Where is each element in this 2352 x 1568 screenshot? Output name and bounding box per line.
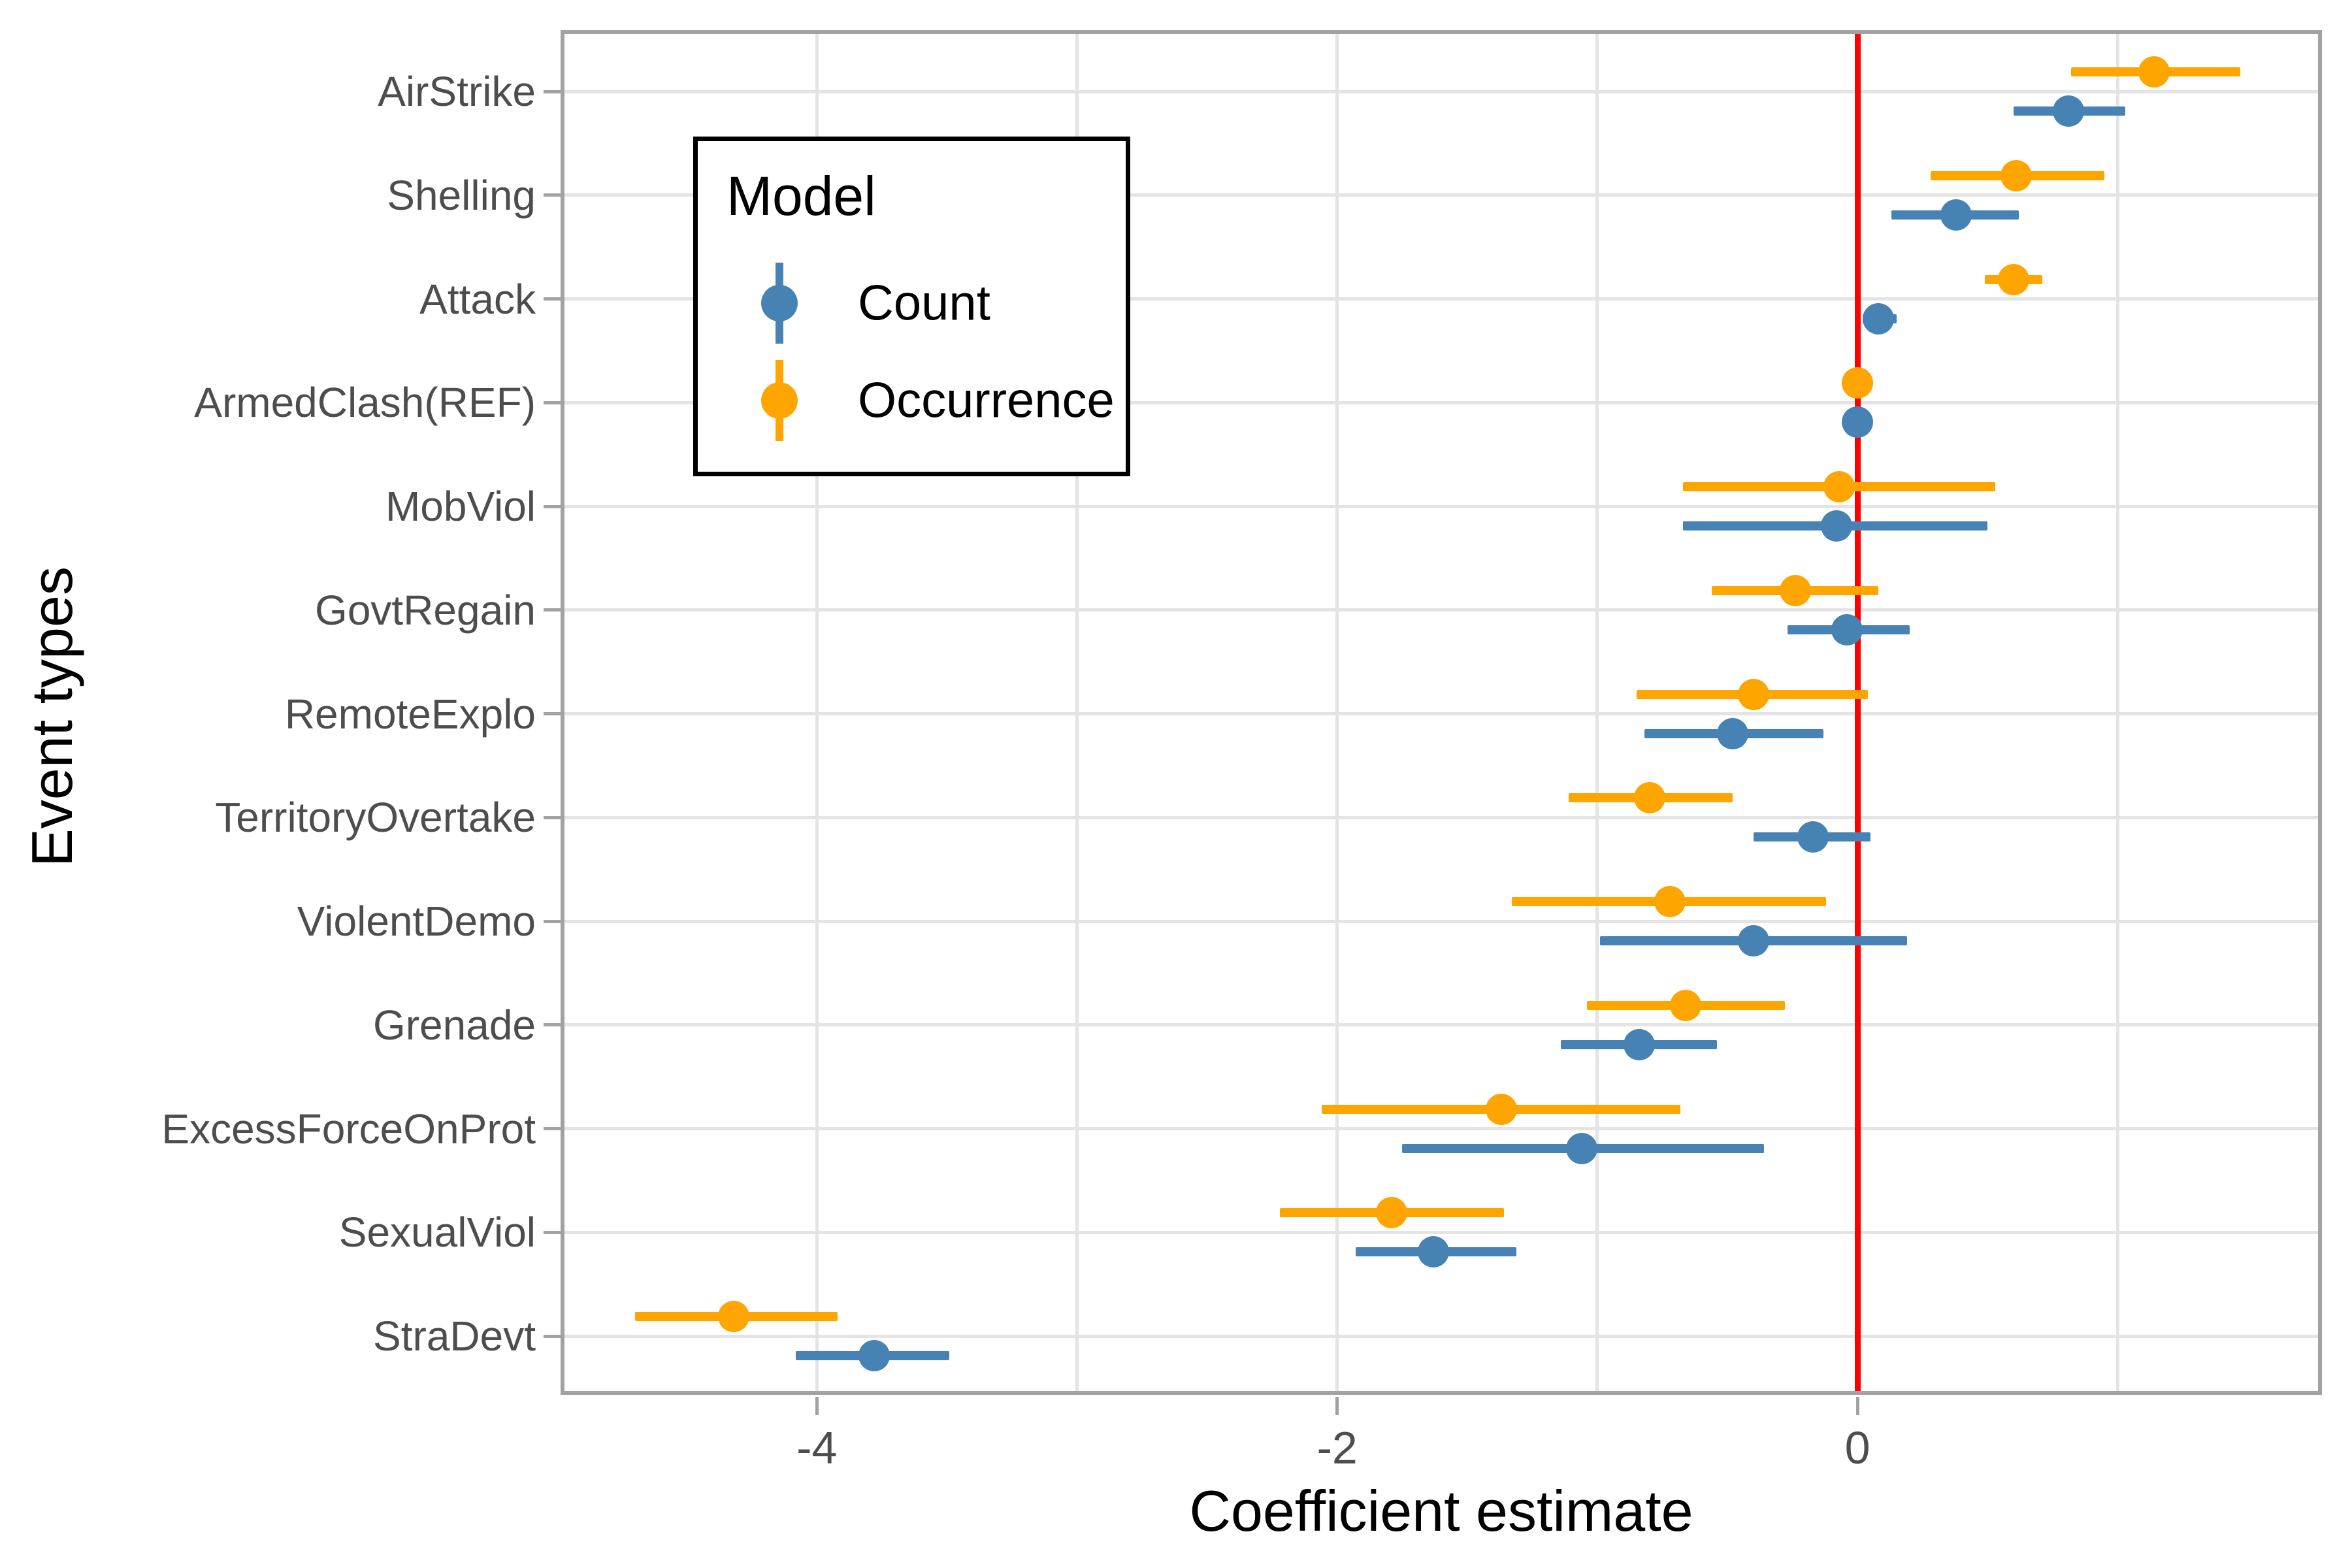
legend-item-count: Count [698,261,1126,346]
point-count-ViolentDemo [1737,925,1769,956]
gridline-y-Attack [564,297,2318,301]
y-label-TerritoryOvertake: TerritoryOvertake [215,794,536,841]
legend-key-dot [761,382,798,419]
legend-key-dot [761,285,798,321]
y-tick-MobViol [544,504,561,508]
x-tick-0 [1855,1397,1859,1415]
point-count-ArmedClash(REF) [1842,406,1874,438]
y-label-SexualViol: SexualViol [338,1209,536,1256]
y-label-ArmedClash(REF): ArmedClash(REF) [194,379,536,427]
gridline-y-Grenade [564,1023,2318,1027]
legend-item-occurrence: Occurrence [698,358,1126,443]
gridline-y-TerritoryOvertake [564,815,2318,819]
y-tick-Shelling [544,193,561,197]
y-tick-AirStrike [544,90,561,93]
y-tick-Attack [544,297,561,301]
point-occurrence-SexualViol [1376,1197,1408,1229]
gridline-y-RemoteExplo [564,712,2318,715]
y-label-MobViol: MobViol [385,483,536,530]
point-occurrence-MobViol [1823,471,1855,502]
gridline-y-StraDevt [564,1334,2318,1338]
y-label-GovtRegain: GovtRegain [315,586,536,634]
zero-reference-line [1854,34,1861,1391]
point-occurrence-TerritoryOvertake [1633,782,1665,814]
gridline-y-AirStrike [564,90,2318,93]
y-tick-ExcessForceOnProt [544,1127,561,1130]
point-count-Shelling [1940,199,1972,231]
gridline-y-Shelling [564,193,2318,197]
y-label-Attack: Attack [419,275,536,323]
x-tick-label--2: -2 [1316,1422,1358,1473]
y-tick-StraDevt [544,1334,561,1338]
y-tick-ViolentDemo [544,919,561,923]
legend-title: Model [727,165,876,227]
y-tick-TerritoryOvertake [544,815,561,819]
point-occurrence-StraDevt [717,1301,749,1332]
point-occurrence-ViolentDemo [1654,886,1686,917]
point-count-MobViol [1821,510,1853,542]
point-count-StraDevt [858,1340,890,1371]
y-tick-ArmedClash(REF) [544,400,561,404]
point-occurrence-AirStrike [2138,56,2170,88]
point-count-GovtRegain [1831,613,1863,645]
gridline-y-MobViol [564,504,2318,508]
legend-label-count: Count [858,275,990,331]
legend-label-occurrence: Occurrence [858,372,1115,429]
point-count-Attack [1863,302,1894,335]
legend-box: Model Count Occurrence [693,137,1130,476]
gridline-y-SexualViol [564,1230,2318,1234]
x-tick--2 [1335,1397,1339,1415]
point-occurrence-RemoteExplo [1737,678,1769,710]
y-tick-RemoteExplo [544,712,561,715]
point-occurrence-Grenade [1670,989,1702,1021]
point-count-AirStrike [2052,95,2084,127]
x-tick--4 [815,1397,819,1415]
point-count-Grenade [1623,1028,1655,1060]
y-tick-Grenade [544,1023,561,1027]
y-label-RemoteExplo: RemoteExplo [284,690,536,738]
gridline-y-ViolentDemo [564,919,2318,923]
gridline-y-GovtRegain [564,608,2318,612]
point-count-RemoteExplo [1717,717,1748,749]
y-label-StraDevt: StraDevt [373,1313,536,1360]
x-axis-title: Coefficient estimate [1189,1478,1693,1543]
y-label-ExcessForceOnProt: ExcessForceOnProt [161,1105,536,1152]
point-count-ExcessForceOnProt [1566,1132,1598,1164]
gridline-y-ArmedClash(REF) [564,400,2318,404]
y-label-Shelling: Shelling [387,171,536,219]
y-label-ViolentDemo: ViolentDemo [297,898,536,945]
point-count-TerritoryOvertake [1797,821,1829,853]
point-occurrence-GovtRegain [1779,574,1811,606]
y-label-Grenade: Grenade [372,1001,536,1049]
point-occurrence-Attack [1998,263,2030,295]
point-count-SexualViol [1418,1236,1450,1268]
y-label-AirStrike: AirStrike [378,68,536,115]
point-occurrence-Shelling [2001,159,2033,191]
point-occurrence-ArmedClash(REF) [1842,367,1874,399]
gridline-y-ExcessForceOnProt [564,1127,2318,1130]
x-tick-label--4: -4 [796,1422,838,1473]
x-tick-label-0: 0 [1844,1422,1870,1473]
y-tick-SexualViol [544,1230,561,1234]
y-axis-title: Event types [20,566,84,867]
y-tick-GovtRegain [544,608,561,612]
point-occurrence-ExcessForceOnProt [1485,1093,1517,1125]
